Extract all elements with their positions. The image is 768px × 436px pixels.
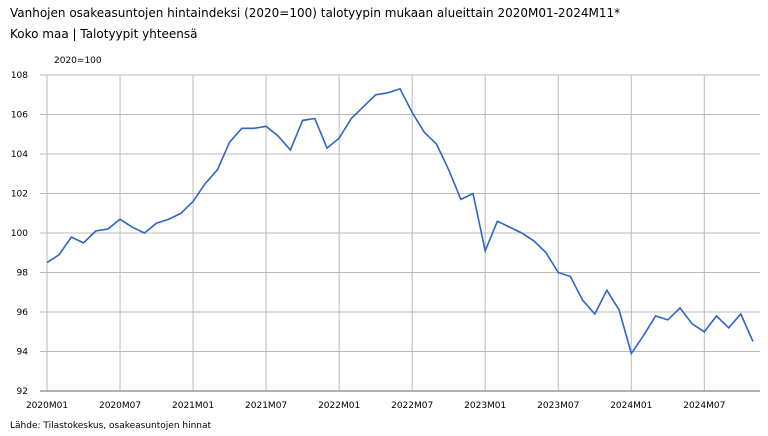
x-tick-label: 2023M01 [464, 401, 506, 411]
x-tick-label: 2022M07 [391, 401, 433, 411]
x-tick-label: 2020M01 [26, 401, 68, 411]
x-tick-label: 2024M01 [610, 401, 652, 411]
chart-subtitle: Koko maa | Talotyypit yhteensä [10, 27, 198, 41]
y-tick-label: 92 [17, 387, 28, 397]
source: Lähde: Tilastokeskus, osakeasuntojen hin… [10, 421, 212, 431]
chart-title: Vanhojen osakeasuntojen hintaindeksi (20… [10, 6, 620, 20]
y-axis-label: 2020=100 [54, 56, 102, 66]
y-tick-label: 96 [17, 308, 29, 318]
y-tick-label: 98 [17, 269, 29, 279]
y-tick-label: 106 [11, 111, 28, 121]
y-tick-label: 102 [11, 190, 28, 200]
y-tick-label: 104 [11, 150, 28, 160]
x-tick-label: 2020M07 [99, 401, 141, 411]
y-tick-label: 94 [17, 348, 29, 358]
x-tick-label: 2021M07 [245, 401, 287, 411]
x-tick-label: 2024M07 [683, 401, 725, 411]
y-tick-label: 100 [11, 229, 28, 239]
x-tick-label: 2023M07 [537, 401, 579, 411]
x-tick-label: 2022M01 [318, 401, 360, 411]
line [46, 87, 754, 356]
y-tick-label: 108 [11, 71, 28, 81]
x-tick-label: 2021M01 [172, 401, 214, 411]
